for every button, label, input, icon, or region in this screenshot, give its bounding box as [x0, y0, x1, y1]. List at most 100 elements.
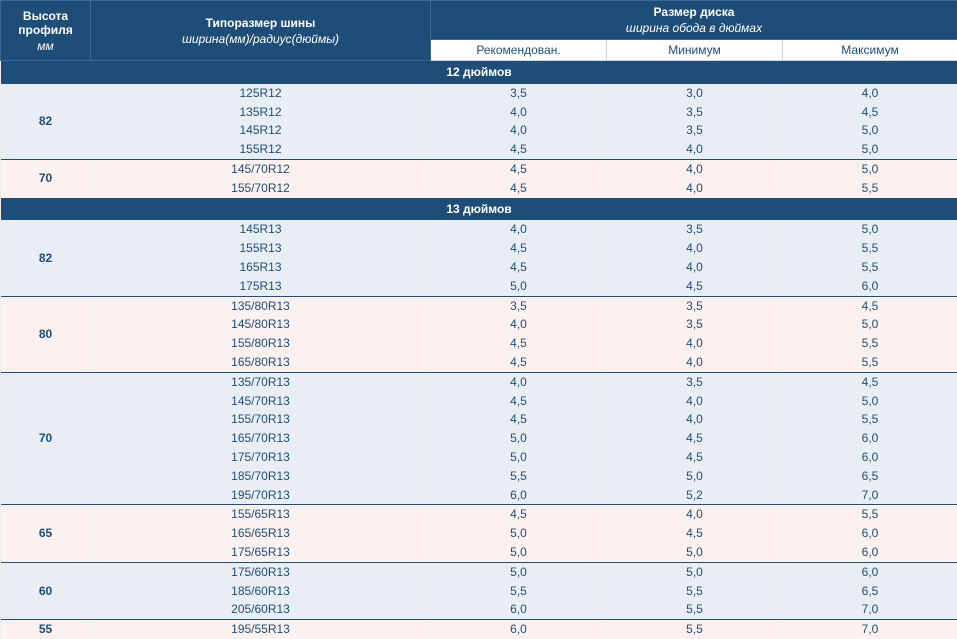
cell-rec: 4,0	[431, 373, 607, 392]
cell-max: 5,5	[783, 258, 957, 277]
cell-max: 6,0	[783, 448, 957, 467]
cell-max: 7,0	[783, 486, 957, 505]
table-row: 155R134,54,05,5	[1, 239, 957, 258]
cell-max: 5,0	[783, 315, 957, 334]
table-row: 60175/60R135,05,06,0	[1, 563, 957, 582]
table-row: 155/70R124,54,05,5	[1, 179, 957, 198]
cell-tire: 125R12	[91, 84, 431, 103]
cell-tire: 145R12	[91, 121, 431, 140]
cell-max: 6,0	[783, 277, 957, 296]
cell-max: 5,5	[783, 334, 957, 353]
cell-min: 5,0	[607, 467, 783, 486]
cell-tire: 165/70R13	[91, 429, 431, 448]
table-row: 155/70R134,54,05,5	[1, 410, 957, 429]
cell-rec: 5,5	[431, 467, 607, 486]
cell-rec: 4,5	[431, 160, 607, 179]
table-row: 185/60R135,55,56,5	[1, 582, 957, 601]
cell-profile: 70	[1, 373, 91, 505]
cell-tire: 135/70R13	[91, 373, 431, 392]
cell-rec: 4,5	[431, 392, 607, 411]
cell-tire: 145/70R12	[91, 160, 431, 179]
cell-tire: 155/80R13	[91, 334, 431, 353]
cell-tire: 135R12	[91, 103, 431, 122]
cell-rec: 4,5	[431, 353, 607, 372]
cell-rec: 3,5	[431, 84, 607, 103]
cell-tire: 145/70R13	[91, 392, 431, 411]
cell-tire: 155R13	[91, 239, 431, 258]
cell-tire: 145/80R13	[91, 315, 431, 334]
cell-rec: 3,5	[431, 297, 607, 316]
cell-tire: 165R13	[91, 258, 431, 277]
cell-rec: 4,5	[431, 334, 607, 353]
cell-rec: 4,5	[431, 505, 607, 524]
cell-min: 5,5	[607, 620, 783, 639]
cell-max: 6,0	[783, 543, 957, 562]
cell-tire: 155/70R13	[91, 410, 431, 429]
cell-min: 4,0	[607, 258, 783, 277]
cell-min: 5,5	[607, 600, 783, 619]
cell-min: 5,0	[607, 563, 783, 582]
section-row: 13 дюймов	[1, 198, 957, 221]
table-row: 65155/65R134,54,05,5	[1, 505, 957, 524]
header-max: Максимум	[783, 40, 957, 61]
section-title: 12 дюймов	[1, 61, 957, 84]
table-row: 165R134,54,05,5	[1, 258, 957, 277]
cell-max: 5,0	[783, 392, 957, 411]
cell-tire: 175/60R13	[91, 563, 431, 582]
table-row: 82145R134,03,55,0	[1, 220, 957, 239]
cell-rec: 5,0	[431, 563, 607, 582]
table-row: 145/80R134,03,55,0	[1, 315, 957, 334]
table-row: 135R124,03,54,5	[1, 103, 957, 122]
table-row: 82125R123,53,04,0	[1, 84, 957, 103]
header-tire: Типоразмер шины ширина(мм)/радиус(дюймы)	[91, 1, 431, 61]
cell-min: 4,0	[607, 140, 783, 159]
cell-max: 6,5	[783, 467, 957, 486]
cell-max: 5,0	[783, 121, 957, 140]
table-row: 175R135,04,56,0	[1, 277, 957, 296]
header-profile-label: Высота профиля	[18, 9, 72, 37]
cell-rec: 5,0	[431, 429, 607, 448]
cell-profile: 65	[1, 505, 91, 561]
header-tire-sub: ширина(мм)/радиус(дюймы)	[97, 32, 424, 46]
cell-tire: 185/70R13	[91, 467, 431, 486]
cell-max: 7,0	[783, 600, 957, 619]
cell-profile: 70	[1, 160, 91, 198]
cell-rec: 4,5	[431, 239, 607, 258]
table-row: 155R124,54,05,0	[1, 140, 957, 159]
cell-min: 4,0	[607, 334, 783, 353]
cell-profile: 60	[1, 563, 91, 619]
section-row: 12 дюймов	[1, 61, 957, 84]
cell-min: 4,5	[607, 429, 783, 448]
cell-rec: 5,5	[431, 582, 607, 601]
cell-tire: 175/70R13	[91, 448, 431, 467]
cell-max: 4,5	[783, 103, 957, 122]
header-min: Минимум	[607, 40, 783, 61]
cell-min: 4,5	[607, 448, 783, 467]
cell-max: 7,0	[783, 620, 957, 639]
cell-max: 4,5	[783, 297, 957, 316]
cell-min: 3,5	[607, 121, 783, 140]
header-tire-label: Типоразмер шины	[206, 16, 316, 30]
header-profile: Высота профиля мм	[1, 1, 91, 61]
table-row: 165/70R135,04,56,0	[1, 429, 957, 448]
header-disc-label: Размер диска	[654, 5, 735, 19]
cell-max: 6,5	[783, 582, 957, 601]
cell-min: 4,0	[607, 239, 783, 258]
cell-rec: 4,0	[431, 315, 607, 334]
table-row: 205/60R136,05,57,0	[1, 600, 957, 619]
cell-rec: 4,5	[431, 410, 607, 429]
cell-profile: 80	[1, 297, 91, 372]
cell-rec: 6,0	[431, 486, 607, 505]
table-row: 165/65R135,04,56,0	[1, 524, 957, 543]
cell-profile: 82	[1, 220, 91, 295]
cell-min: 4,0	[607, 353, 783, 372]
section-title: 13 дюймов	[1, 198, 957, 221]
cell-max: 5,5	[783, 505, 957, 524]
cell-tire: 165/80R13	[91, 353, 431, 372]
cell-rec: 4,0	[431, 103, 607, 122]
table-row: 185/70R135,55,06,5	[1, 467, 957, 486]
table-row: 70145/70R124,54,05,0	[1, 160, 957, 179]
cell-tire: 155/65R13	[91, 505, 431, 524]
cell-tire: 195/70R13	[91, 486, 431, 505]
table-row: 70135/70R134,03,54,5	[1, 373, 957, 392]
